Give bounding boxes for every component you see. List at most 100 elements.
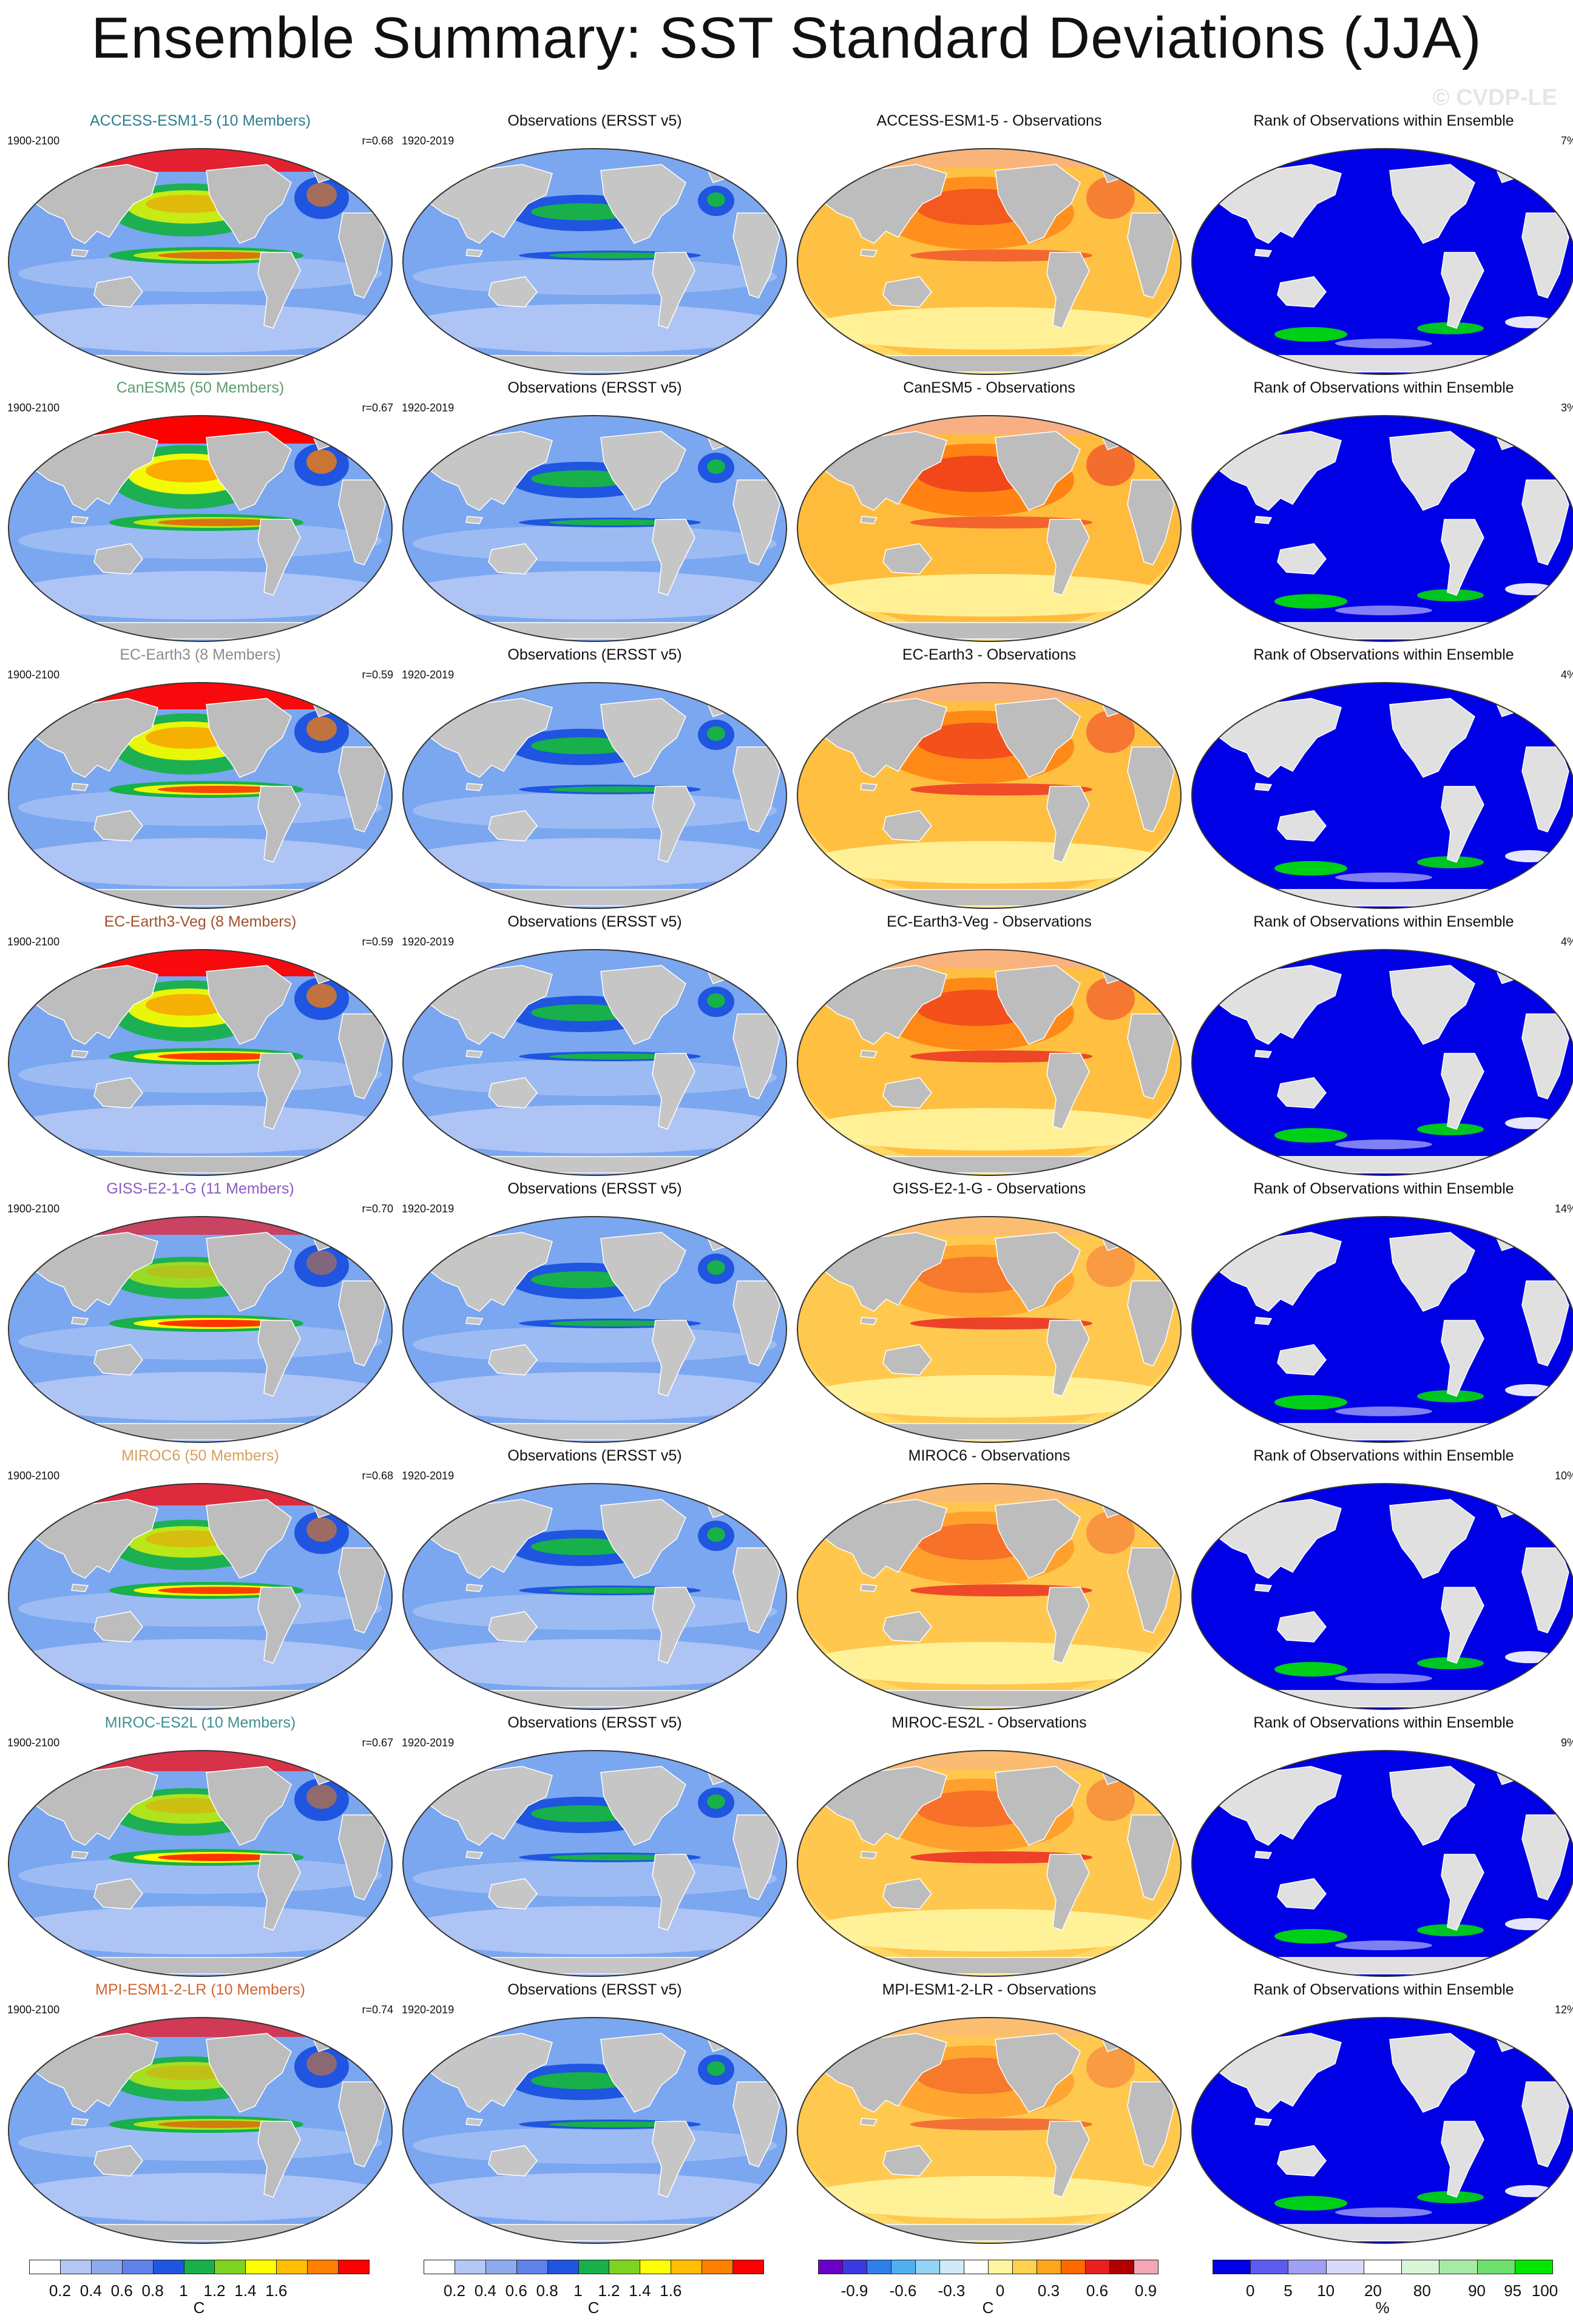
colorbar-tick-label: -0.6 bbox=[889, 2282, 917, 2300]
colorbar-swatch bbox=[1134, 2260, 1159, 2274]
pattern-correlation: r=0.68 bbox=[362, 1470, 393, 1482]
panel-title: Observations (ERSST v5) bbox=[507, 646, 682, 663]
colorbar-tick-label: 0.6 bbox=[110, 2282, 133, 2300]
panel-title: Rank of Observations within Ensemble bbox=[1253, 1714, 1514, 1731]
map-panel-obs: Observations (ERSST v5) 1920-2019 bbox=[401, 1447, 789, 1712]
colorbar-tick-label: 1.6 bbox=[660, 2282, 682, 2300]
pattern-correlation: r=0.67 bbox=[362, 402, 393, 414]
pattern-correlation: r=0.59 bbox=[362, 936, 393, 948]
obs-map bbox=[402, 2017, 787, 2244]
map-panel-diff: ACCESS-ESM1-5 - Observations bbox=[795, 112, 1183, 377]
colorbar-tick-label: 100 bbox=[1531, 2282, 1558, 2300]
colorbar-tick-label: 1.2 bbox=[598, 2282, 620, 2300]
obs-map bbox=[402, 949, 787, 1176]
colorbar-swatch bbox=[1401, 2260, 1440, 2274]
colorbar-tick-label: 0.4 bbox=[474, 2282, 496, 2300]
pattern-correlation: r=0.68 bbox=[362, 135, 393, 147]
colorbar-tick-label: 0 bbox=[995, 2282, 1005, 2300]
panel-title: Rank of Observations within Ensemble bbox=[1253, 1447, 1514, 1464]
colorbar-swatch bbox=[307, 2260, 339, 2274]
panel-period: 1900-2100 bbox=[7, 2004, 60, 2016]
colorbar-swatch bbox=[214, 2260, 246, 2274]
colorbar-swatch bbox=[338, 2260, 370, 2274]
colorbar-swatch bbox=[640, 2260, 672, 2274]
map-panel-model: EC-Earth3 (8 Members) 1900-2100 r=0.59 bbox=[6, 646, 394, 911]
panel-title: MIROC-ES2L - Observations bbox=[891, 1714, 1087, 1731]
map-panel-model: CanESM5 (50 Members) 1900-2100 r=0.67 bbox=[6, 379, 394, 644]
rank-percent: 10% bbox=[1554, 1470, 1573, 1482]
colorbar: 0 5 10 20 80 90 95 100% bbox=[1213, 2260, 1558, 2320]
panel-title: EC-Earth3-Veg - Observations bbox=[887, 913, 1092, 930]
map-panel-diff: EC-Earth3 - Observations bbox=[795, 646, 1183, 911]
panel-period: 1920-2019 bbox=[402, 936, 455, 948]
map-panel-rank: Rank of Observations within Ensemble 4% bbox=[1189, 646, 1573, 911]
colorbar-tick-label: 5 bbox=[1284, 2282, 1293, 2300]
pattern-correlation: r=0.59 bbox=[362, 669, 393, 681]
colorbar-swatch bbox=[964, 2260, 989, 2274]
map-panel-model: EC-Earth3-Veg (8 Members) 1900-2100 r=0.59 bbox=[6, 913, 394, 1178]
colorbar-swatch bbox=[29, 2260, 61, 2274]
pattern-correlation: r=0.67 bbox=[362, 1737, 393, 1749]
diff-map bbox=[797, 148, 1182, 375]
colorbar-tick-label: 1.4 bbox=[629, 2282, 651, 2300]
colorbar-swatch bbox=[152, 2260, 184, 2274]
panel-title: MIROC-ES2L (10 Members) bbox=[104, 1714, 296, 1731]
model-map bbox=[8, 415, 393, 642]
diff-map bbox=[797, 2017, 1182, 2244]
map-panel-rank: Rank of Observations within Ensemble 14% bbox=[1189, 1180, 1573, 1445]
rank-percent: 9% bbox=[1560, 1737, 1573, 1749]
colorbar-tick-label: 1.2 bbox=[203, 2282, 226, 2300]
colorbar-swatch bbox=[183, 2260, 215, 2274]
colorbar-unit: C bbox=[982, 2299, 994, 2317]
colorbar-tick-label: 0.6 bbox=[505, 2282, 527, 2300]
map-panel-model: MIROC-ES2L (10 Members) 1900-2100 r=0.67 bbox=[6, 1714, 394, 1979]
panel-period: 1900-2100 bbox=[7, 669, 60, 681]
model-map bbox=[8, 1750, 393, 1977]
watermark: © CVDP-LE bbox=[1432, 85, 1557, 110]
panel-title: Rank of Observations within Ensemble bbox=[1253, 913, 1514, 930]
model-map bbox=[8, 148, 393, 375]
panel-title: EC-Earth3-Veg (8 Members) bbox=[104, 913, 297, 930]
colorbar-swatch bbox=[547, 2260, 579, 2274]
diff-map bbox=[797, 1216, 1182, 1443]
colorbar-unit: C bbox=[587, 2299, 600, 2317]
diff-map bbox=[797, 1750, 1182, 1977]
colorbar-swatch bbox=[1061, 2260, 1086, 2274]
model-map bbox=[8, 2017, 393, 2244]
map-panel-diff: GISS-E2-1-G - Observations bbox=[795, 1180, 1183, 1445]
map-panel-obs: Observations (ERSST v5) 1920-2019 bbox=[401, 1180, 789, 1445]
colorbar-swatch bbox=[1363, 2260, 1402, 2274]
panel-title: Rank of Observations within Ensemble bbox=[1253, 112, 1514, 129]
colorbar-swatch bbox=[485, 2260, 517, 2274]
map-panel-obs: Observations (ERSST v5) 1920-2019 bbox=[401, 112, 789, 377]
panel-period: 1920-2019 bbox=[402, 135, 455, 147]
panel-title: MIROC6 - Observations bbox=[908, 1447, 1071, 1464]
rank-percent: 3% bbox=[1560, 402, 1573, 414]
map-panel-rank: Rank of Observations within Ensemble 12% bbox=[1189, 1981, 1573, 2246]
colorbar-swatch bbox=[915, 2260, 940, 2274]
map-panel-rank: Rank of Observations within Ensemble 7% bbox=[1189, 112, 1573, 377]
map-panel-obs: Observations (ERSST v5) 1920-2019 bbox=[401, 913, 789, 1178]
map-panel-rank: Rank of Observations within Ensemble 10% bbox=[1189, 1447, 1573, 1712]
map-panel-rank: Rank of Observations within Ensemble 9% bbox=[1189, 1714, 1573, 1979]
panel-title: MPI-ESM1-2-LR (10 Members) bbox=[95, 1981, 305, 1998]
colorbar-tick-label: 0.3 bbox=[1037, 2282, 1060, 2300]
colorbar-unit: % bbox=[1375, 2299, 1390, 2317]
colorbar-tick-label: -0.9 bbox=[841, 2282, 868, 2300]
rank-map bbox=[1191, 949, 1573, 1176]
rank-percent: 12% bbox=[1554, 2004, 1573, 2016]
colorbar-swatch bbox=[1085, 2260, 1110, 2274]
colorbar-swatch bbox=[1012, 2260, 1037, 2274]
map-panel-rank: Rank of Observations within Ensemble 4% bbox=[1189, 913, 1573, 1178]
panel-title: CanESM5 (50 Members) bbox=[116, 379, 285, 396]
model-map bbox=[8, 1216, 393, 1443]
rank-percent: 4% bbox=[1560, 936, 1573, 948]
colorbar-swatch bbox=[609, 2260, 641, 2274]
colorbar-swatch bbox=[891, 2260, 916, 2274]
panel-period: 1920-2019 bbox=[402, 1470, 455, 1482]
colorbar-swatch bbox=[1514, 2260, 1553, 2274]
colorbar-tick-label: 80 bbox=[1413, 2282, 1431, 2300]
colorbar: -0.9 -0.6 -0.3 0 0.3 0.6 0.9 C bbox=[818, 2260, 1159, 2320]
obs-map bbox=[402, 415, 787, 642]
panel-title: Observations (ERSST v5) bbox=[507, 112, 682, 129]
